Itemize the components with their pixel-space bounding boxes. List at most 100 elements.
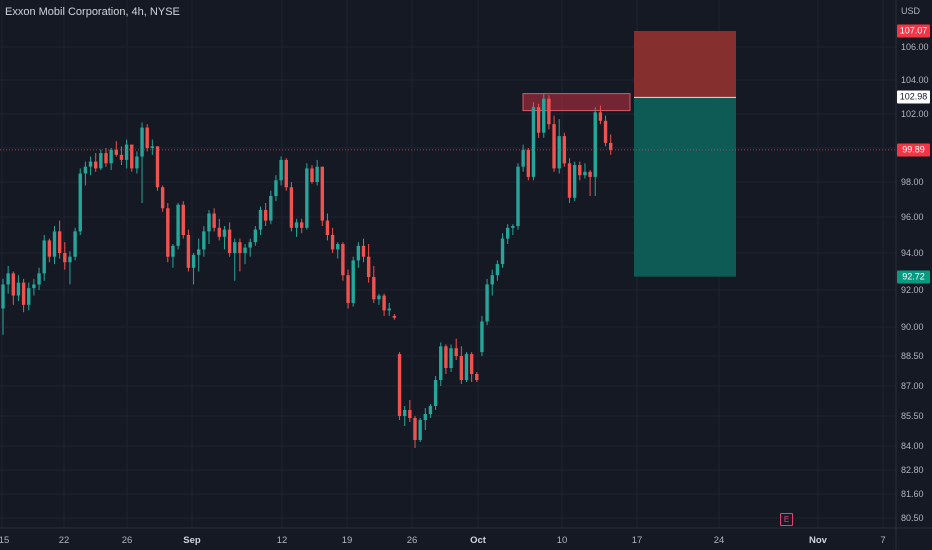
candle-body — [191, 254, 196, 268]
candle — [315, 159, 319, 186]
candle — [449, 344, 453, 372]
candle — [341, 242, 345, 281]
time-tick-label: 24 — [713, 535, 725, 546]
candle-body — [124, 144, 129, 160]
candle-body — [176, 204, 180, 246]
candle-body — [397, 354, 402, 416]
candle-body — [47, 240, 52, 257]
candle-body — [274, 180, 278, 196]
candle — [351, 256, 355, 307]
time-tick-label: 7 — [880, 535, 886, 546]
candle-body — [243, 247, 247, 253]
candle-body — [88, 161, 93, 167]
candle-body — [233, 242, 237, 253]
take-profit-price-badge: 92.72 — [897, 270, 930, 284]
candle-body — [78, 173, 82, 232]
candle-body — [346, 275, 350, 303]
candle — [78, 168, 82, 235]
candle-body — [289, 187, 294, 228]
candle — [469, 352, 474, 382]
candle-body — [83, 166, 88, 174]
candlestick-series — [1, 93, 613, 448]
candle — [490, 269, 494, 296]
candle-body — [279, 159, 283, 181]
price-tick-label: 88.50 — [901, 351, 924, 361]
candle-body — [155, 146, 160, 188]
candle-body — [526, 149, 530, 177]
candle — [222, 226, 227, 250]
candle — [284, 158, 288, 191]
candle — [382, 293, 386, 316]
candle — [21, 278, 26, 313]
candle — [258, 206, 263, 235]
candle — [191, 253, 196, 285]
candle — [325, 213, 330, 241]
events-button[interactable]: E — [780, 513, 793, 526]
candle-body — [16, 282, 21, 296]
candle-body — [439, 346, 443, 380]
candle-body — [366, 256, 371, 278]
candle — [397, 352, 402, 420]
candle-body — [94, 161, 98, 169]
candle — [145, 124, 149, 152]
price-tick-label: 87.00 — [901, 381, 924, 391]
candle-body — [207, 213, 211, 232]
time-tick-label: 26 — [121, 535, 133, 546]
candle-body — [336, 244, 340, 250]
candle — [243, 244, 247, 265]
stop-loss-zone — [634, 31, 736, 98]
candle — [150, 139, 155, 155]
candle — [603, 115, 608, 147]
candle — [11, 271, 15, 305]
candle — [274, 175, 278, 202]
candle — [181, 201, 185, 239]
candle — [109, 148, 113, 171]
candle-body — [160, 187, 165, 209]
candle — [361, 238, 366, 263]
candle-body — [547, 98, 551, 125]
candle-body — [572, 165, 577, 198]
candle — [57, 220, 62, 259]
candle-body — [485, 284, 489, 322]
price-tick-label: 94.00 — [901, 248, 924, 258]
candle — [289, 182, 294, 232]
candle-body — [171, 245, 175, 257]
candle — [47, 238, 52, 263]
candle-body — [140, 127, 144, 157]
candle-body — [227, 229, 232, 253]
candle-body — [99, 153, 103, 169]
candle-body — [68, 256, 72, 263]
candle — [269, 190, 273, 225]
candle — [356, 242, 361, 268]
candle-body — [500, 238, 505, 265]
candle-body — [104, 153, 108, 164]
candle-body — [464, 354, 469, 380]
entry-price-badge: 102.98 — [897, 90, 930, 104]
candle — [588, 170, 592, 196]
time-tick-label: 19 — [341, 535, 353, 546]
candle — [413, 416, 417, 448]
candle-body — [202, 231, 206, 250]
candle-body — [300, 222, 304, 228]
candle — [500, 233, 505, 268]
candle-body — [454, 348, 458, 356]
price-tick-label: 106.00 — [901, 42, 929, 52]
candle — [197, 238, 201, 272]
candle-body — [475, 374, 479, 380]
candle — [202, 226, 206, 257]
time-tick-label: 22 — [58, 535, 70, 546]
candle — [578, 161, 582, 181]
candle-body — [305, 168, 309, 228]
candle-body — [433, 380, 438, 406]
candle — [294, 218, 299, 237]
candle-body — [114, 149, 118, 155]
price-tick-label: 90.00 — [901, 322, 924, 332]
candle — [83, 161, 88, 186]
candle — [346, 269, 350, 309]
candle — [506, 224, 510, 244]
candle — [439, 342, 443, 386]
candle-body — [315, 166, 319, 182]
candle — [119, 146, 124, 165]
candle-body — [552, 124, 556, 169]
